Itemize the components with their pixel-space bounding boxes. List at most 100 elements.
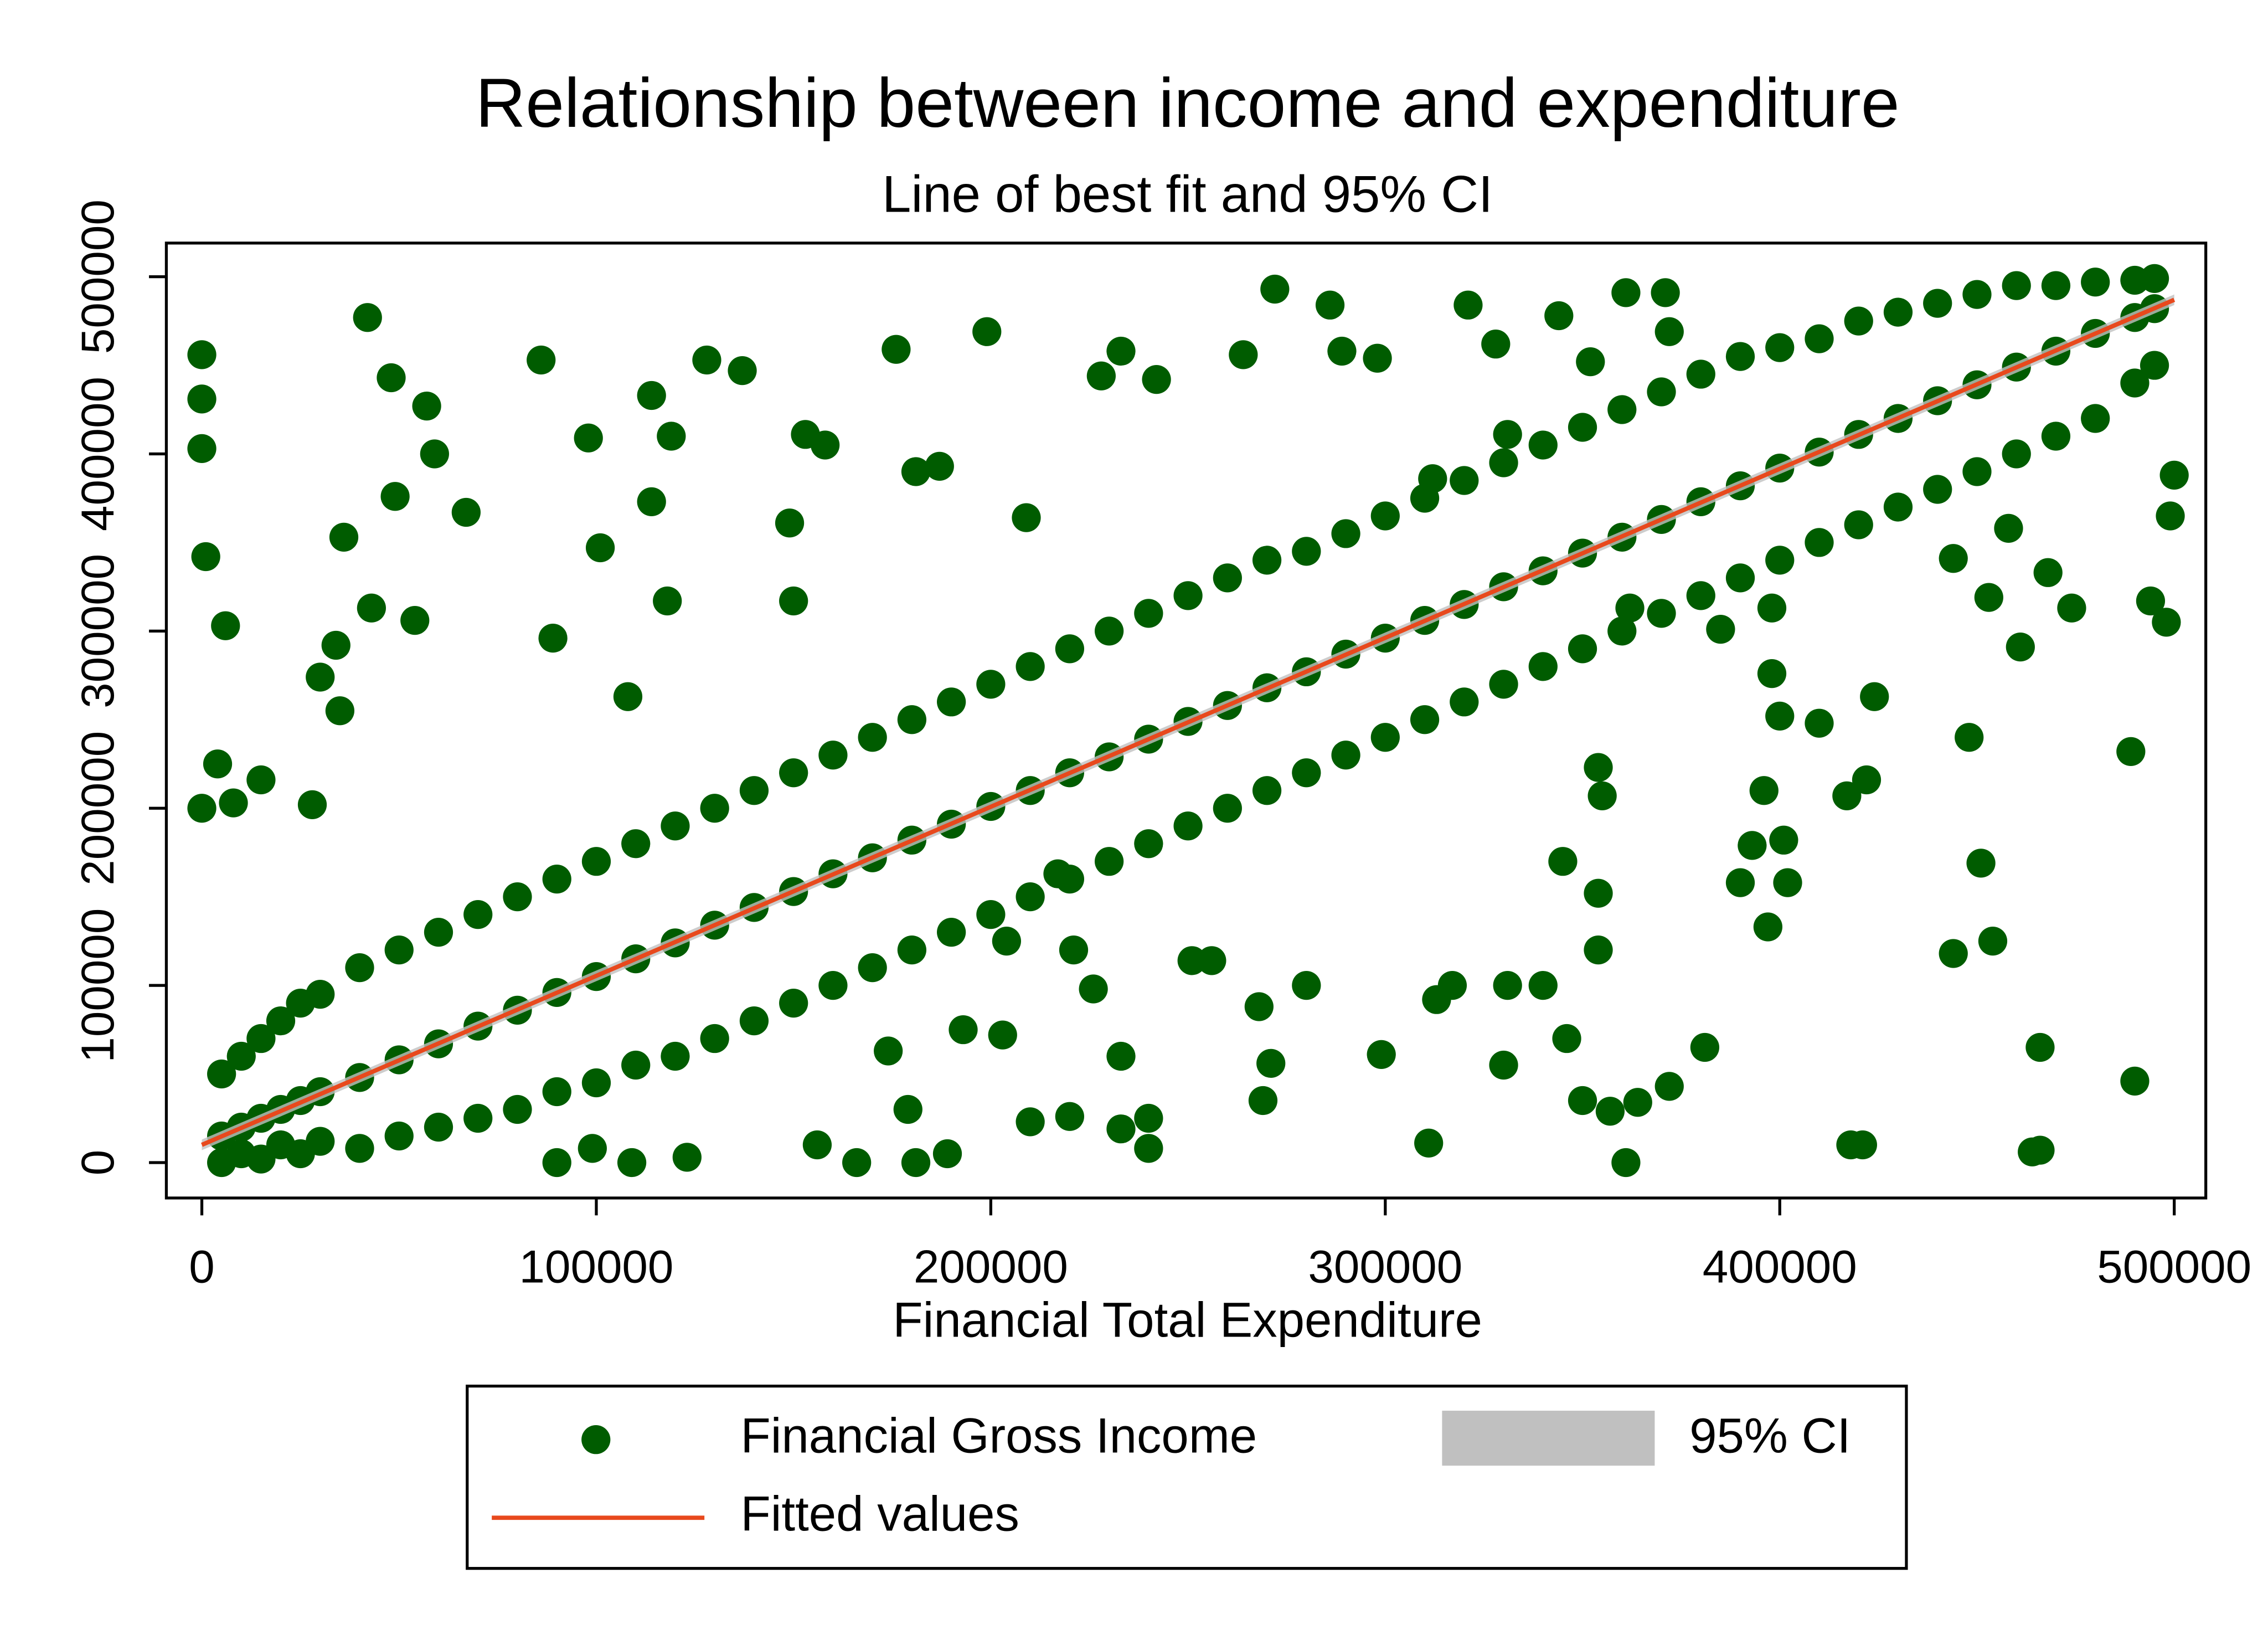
scatter-point <box>1213 794 1242 823</box>
scatter-point <box>1173 581 1203 610</box>
scatter-point <box>1055 1102 1084 1131</box>
legend-box <box>466 1384 1908 1570</box>
scatter-point <box>1422 985 1451 1014</box>
scatter-point <box>226 1041 256 1071</box>
y-tick-label: 400000 <box>71 377 123 531</box>
scatter-point <box>191 542 220 572</box>
scatter-point <box>1607 395 1637 424</box>
scatter-point <box>842 1148 872 1178</box>
scatter-point <box>1654 317 1684 346</box>
scatter-point <box>1292 970 1321 1000</box>
scatter-point <box>2116 737 2146 766</box>
scatter-point <box>1134 1134 1163 1163</box>
scatter-point <box>1331 519 1360 548</box>
scatter-point <box>211 611 240 640</box>
scatter-point <box>1453 290 1483 320</box>
scatter-point <box>1860 682 1889 711</box>
scatter-point <box>779 758 808 788</box>
scatter-point <box>1576 347 1605 377</box>
scatter-point <box>1315 290 1345 320</box>
chart-title: Relationship between income and expendit… <box>476 64 1900 142</box>
scatter-point <box>1966 849 1996 878</box>
scatter-point <box>306 1127 335 1156</box>
scatter-point <box>1292 758 1321 788</box>
legend: Financial Gross Income 95% CI Fitted value… <box>466 1384 1908 1570</box>
scatter-point <box>1939 939 1968 968</box>
scatter-point <box>2159 460 2189 490</box>
scatter-point <box>1134 1103 1163 1133</box>
scatter-point <box>503 882 532 912</box>
scatter-point <box>1079 974 1108 1004</box>
scatter-point <box>1611 278 1641 307</box>
scatter-point <box>739 1006 769 1036</box>
legend-label: 95% CI <box>1689 1409 1851 1463</box>
scatter-point <box>1043 859 1073 888</box>
scatter-point <box>203 749 233 779</box>
scatter-point <box>1256 1048 1286 1078</box>
plot-area <box>187 264 2189 1178</box>
scatter-point <box>2041 271 2071 300</box>
scatter-point <box>1252 776 1282 805</box>
scatter-point <box>2006 633 2035 662</box>
scatter-point <box>897 935 927 965</box>
scatter-point <box>306 662 335 692</box>
scatter-point <box>1106 336 1136 366</box>
scatter-point <box>1725 342 1755 371</box>
legend-label: Fitted values <box>740 1487 1019 1541</box>
y-tick-label: 100000 <box>71 908 123 1063</box>
scatter-point <box>874 1036 903 1066</box>
x-tick-label: 300000 <box>1308 1241 1462 1293</box>
scatter-point <box>503 1094 532 1124</box>
scatter-point <box>1059 935 1089 965</box>
scatter-point <box>1481 330 1511 359</box>
scatter-point <box>818 741 848 770</box>
scatter-point <box>932 1139 962 1169</box>
scatter-point <box>187 794 217 823</box>
scatter-point <box>1765 333 1795 362</box>
scatter-point <box>1197 946 1226 975</box>
scatter-point <box>858 953 887 983</box>
scatter-point <box>306 979 335 1009</box>
scatter-point <box>1757 659 1787 688</box>
x-tick-label: 200000 <box>914 1241 1068 1293</box>
scatter-point <box>219 788 248 818</box>
scatter-point <box>2033 558 2063 587</box>
scatter-point <box>2081 268 2110 297</box>
scatter-point <box>937 918 966 947</box>
scatter-point <box>585 533 615 563</box>
scatter-point <box>1994 513 2023 543</box>
scatter-point <box>1106 1114 1136 1144</box>
scatter-point <box>1725 868 1755 897</box>
scatter-point <box>1292 537 1321 566</box>
y-tick-label: 300000 <box>71 554 123 708</box>
scatter-point <box>653 586 682 616</box>
chart-subtitle: Line of best fit and 95% CI <box>882 165 1493 223</box>
scatter-point <box>1370 723 1400 752</box>
scatter-point <box>1852 765 1882 795</box>
scatter-point <box>621 1050 651 1080</box>
scatter-point <box>1584 878 1613 908</box>
scatter-point <box>811 430 840 460</box>
scatter-point <box>1686 359 1715 389</box>
scatter-point <box>1607 616 1637 646</box>
scatter-point <box>187 434 217 464</box>
scatter-point <box>2120 1066 2150 1096</box>
scatter-point <box>1595 1097 1625 1126</box>
scatter-point <box>728 356 757 385</box>
scatter-point <box>1757 593 1787 623</box>
scatter-point <box>1738 831 1767 860</box>
scatter-point <box>329 522 359 552</box>
scatter-point <box>661 1041 690 1071</box>
scatter-point <box>1805 528 1834 557</box>
scatter-point <box>1623 1088 1652 1117</box>
legend-marker <box>581 1425 611 1454</box>
scatter-point <box>321 630 350 660</box>
scatter-point <box>2156 501 2185 531</box>
scatter-point <box>1568 634 1597 664</box>
scatter-point <box>2025 1032 2055 1062</box>
scatter-point <box>542 1077 571 1107</box>
scatter-point <box>400 606 430 635</box>
scatter-point <box>377 363 406 393</box>
scatter-point <box>246 1024 276 1053</box>
